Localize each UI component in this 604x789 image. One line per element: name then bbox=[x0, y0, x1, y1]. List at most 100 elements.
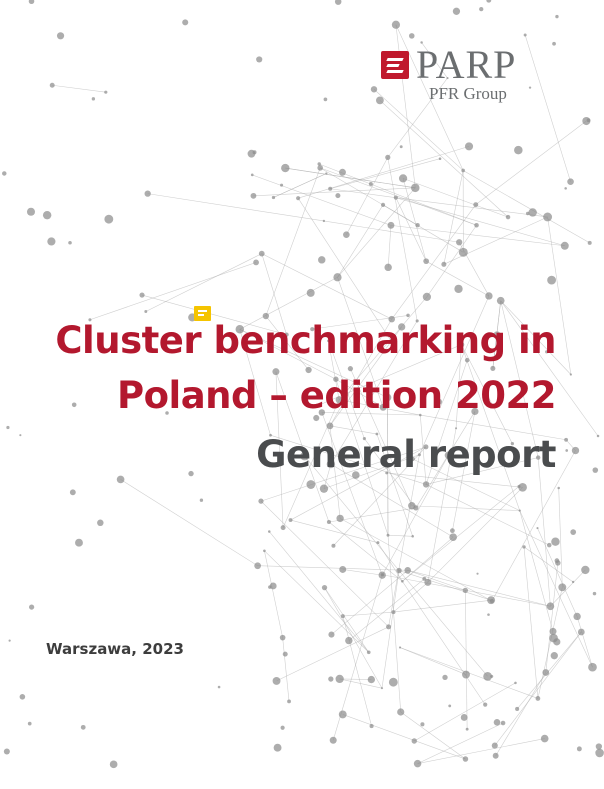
network-edge bbox=[323, 464, 332, 489]
network-node bbox=[328, 186, 333, 191]
network-node bbox=[235, 325, 245, 334]
network-node bbox=[454, 284, 463, 294]
network-node bbox=[280, 183, 284, 187]
network-node bbox=[413, 759, 422, 768]
network-node bbox=[279, 634, 286, 641]
network-edge bbox=[324, 587, 369, 653]
network-node bbox=[557, 486, 560, 490]
network-node bbox=[345, 636, 353, 645]
network-node bbox=[68, 240, 72, 245]
network-edge bbox=[398, 570, 492, 601]
network-edge bbox=[519, 510, 593, 668]
network-node bbox=[418, 413, 422, 417]
network-node bbox=[567, 178, 574, 185]
network-node bbox=[325, 172, 328, 175]
network-node bbox=[253, 259, 259, 266]
network-node bbox=[310, 327, 315, 332]
network-node bbox=[375, 432, 379, 436]
network-edge bbox=[425, 360, 468, 485]
network-node bbox=[389, 339, 392, 342]
network-node bbox=[281, 163, 290, 173]
network-node bbox=[406, 313, 410, 318]
network-node bbox=[460, 714, 468, 721]
network-node bbox=[383, 393, 392, 402]
network-node bbox=[518, 509, 521, 512]
network-node bbox=[396, 567, 402, 574]
network-node bbox=[386, 533, 390, 537]
network-node bbox=[8, 639, 11, 642]
network-node bbox=[410, 456, 415, 462]
network-node bbox=[455, 427, 458, 430]
network-edge bbox=[261, 253, 392, 320]
network-node bbox=[546, 602, 555, 611]
network-node bbox=[422, 481, 430, 488]
network-edge bbox=[304, 455, 400, 571]
network-edge bbox=[290, 519, 378, 543]
network-node bbox=[250, 173, 254, 177]
network-node bbox=[317, 165, 323, 171]
network-edge bbox=[270, 434, 427, 485]
network-node bbox=[525, 211, 530, 216]
network-edge bbox=[400, 711, 466, 760]
network-edge bbox=[516, 631, 582, 710]
network-edge bbox=[463, 170, 590, 244]
network-node bbox=[339, 168, 346, 176]
network-edge bbox=[415, 411, 476, 509]
network-node bbox=[91, 97, 96, 101]
network-edge bbox=[239, 329, 337, 380]
network-node bbox=[595, 748, 604, 758]
logo-group: PFR Group bbox=[429, 84, 507, 103]
network-node bbox=[420, 722, 425, 727]
network-node bbox=[444, 451, 453, 460]
network-edge bbox=[260, 500, 389, 628]
network-node bbox=[340, 614, 345, 619]
network-edge bbox=[319, 163, 477, 226]
network-node bbox=[423, 258, 430, 265]
network-edge bbox=[545, 562, 559, 673]
network-node bbox=[474, 222, 479, 228]
network-node bbox=[535, 455, 541, 460]
network-edge bbox=[239, 277, 338, 330]
network-node bbox=[551, 537, 560, 546]
network-edge bbox=[455, 344, 462, 429]
network-edge bbox=[495, 672, 547, 756]
network-edge bbox=[426, 457, 539, 485]
network-edge bbox=[398, 570, 488, 677]
network-edge bbox=[537, 527, 578, 617]
network-node bbox=[518, 483, 527, 492]
network-node bbox=[326, 459, 336, 469]
network-node bbox=[313, 414, 320, 422]
comment-icon[interactable] bbox=[194, 306, 211, 321]
network-edge bbox=[346, 157, 389, 235]
network-node bbox=[370, 86, 378, 93]
network-edge bbox=[269, 531, 369, 653]
network-edge bbox=[443, 216, 548, 265]
title-line-2: Poland – edition 2022 bbox=[116, 374, 557, 417]
network-node bbox=[420, 41, 423, 44]
network-node bbox=[486, 0, 492, 3]
network-edge bbox=[273, 173, 327, 198]
network-node bbox=[388, 315, 395, 323]
network-edge bbox=[330, 158, 441, 190]
network-edge bbox=[330, 320, 418, 465]
network-edge bbox=[519, 510, 554, 632]
network-node bbox=[339, 565, 347, 573]
network-node bbox=[88, 318, 92, 322]
network-node bbox=[368, 182, 373, 187]
network-node bbox=[461, 168, 465, 173]
network-node bbox=[328, 631, 335, 638]
network-node bbox=[378, 571, 386, 579]
network-edge bbox=[387, 77, 448, 158]
network-edge bbox=[260, 446, 427, 502]
network-edge bbox=[414, 682, 516, 742]
network-node bbox=[319, 484, 329, 493]
network-node bbox=[6, 425, 10, 430]
network-node bbox=[268, 585, 272, 589]
network-node bbox=[543, 212, 553, 222]
network-node bbox=[27, 721, 32, 726]
document-title: Cluster benchmarking in Poland – edition… bbox=[55, 313, 556, 423]
network-node bbox=[305, 366, 312, 374]
network-edge bbox=[321, 412, 421, 416]
network-edge bbox=[339, 678, 372, 680]
network-node bbox=[462, 670, 470, 679]
